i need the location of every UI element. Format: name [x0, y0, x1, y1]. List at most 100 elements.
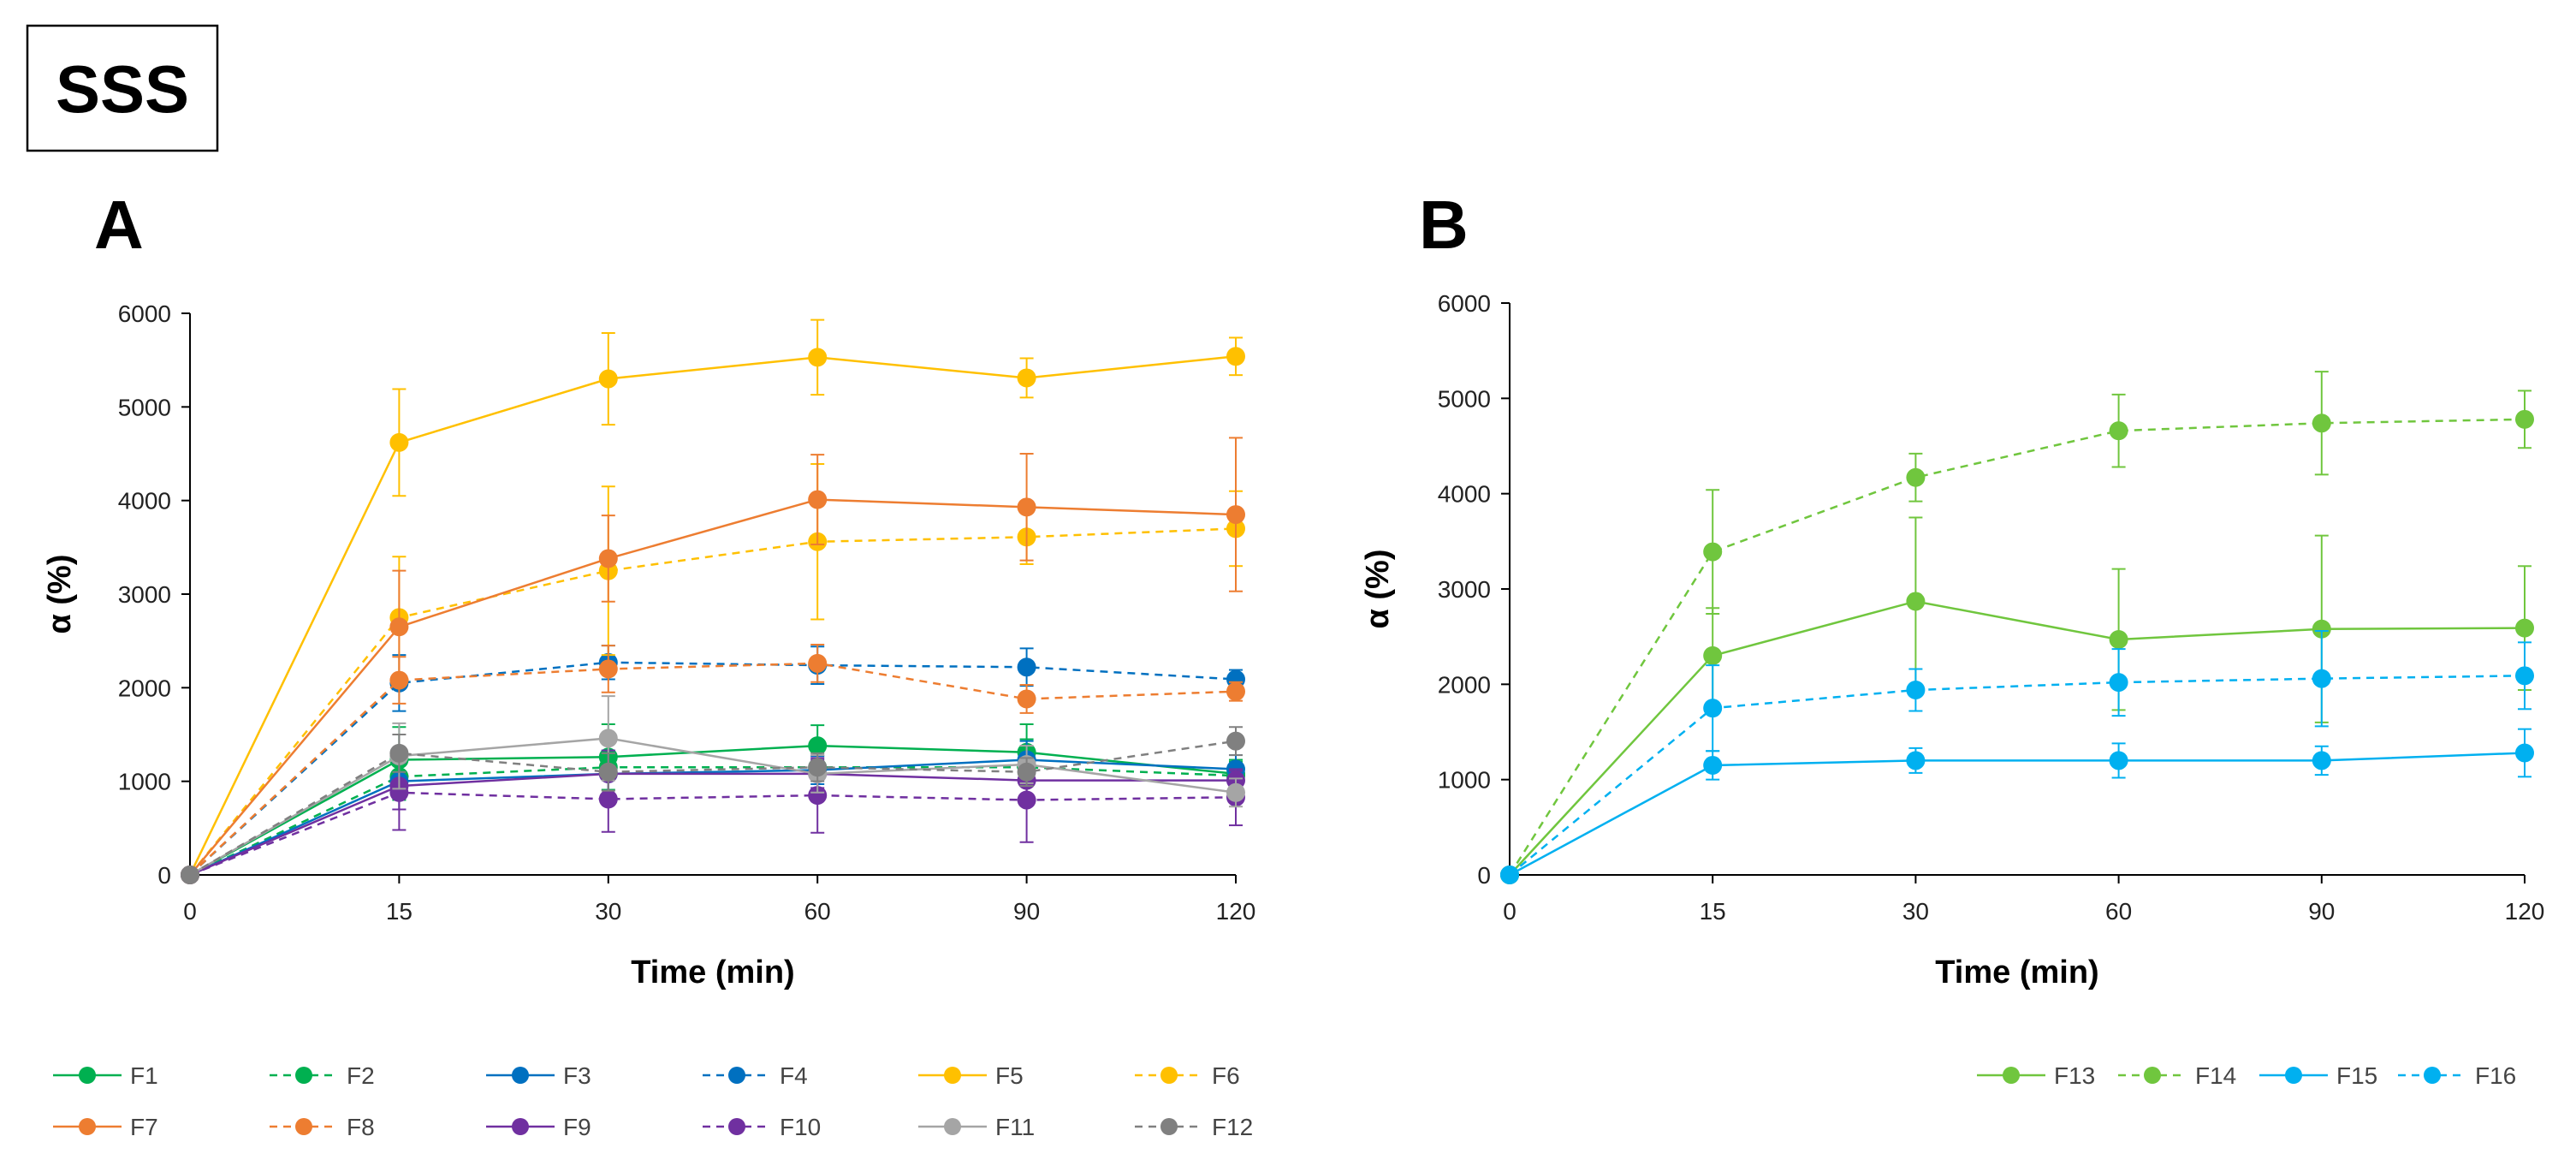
- series-f7-point: [1226, 505, 1245, 525]
- series-f8-point: [1017, 689, 1036, 709]
- series-f13: [1500, 516, 2534, 884]
- series-f12-line: [189, 740, 1237, 877]
- series-f10-point: [598, 789, 618, 809]
- legend-item-f9: F9: [486, 1114, 591, 1140]
- chart-b-x-axis-label: Time (min): [1935, 955, 2098, 990]
- series-f11-line: [189, 737, 1237, 877]
- legend-swatch-marker: [1160, 1067, 1178, 1084]
- legend-swatch-marker: [728, 1067, 745, 1084]
- chart-a-y-tick-label: 5000: [118, 394, 171, 420]
- legend-swatch-marker: [728, 1118, 745, 1135]
- series-f12-point: [181, 866, 199, 884]
- series-f13-point: [2109, 630, 2128, 650]
- legend-label: F6: [1212, 1062, 1240, 1089]
- legend-label: F2: [347, 1062, 375, 1089]
- series-f10-point: [1017, 790, 1036, 810]
- chart-b-y-tick-label: 6000: [1438, 290, 1491, 317]
- legend-swatch-marker: [2003, 1067, 2020, 1084]
- chart-a-x-tick-label: 90: [1013, 898, 1040, 925]
- series-f16-point: [2109, 673, 2128, 693]
- legend-item-f13: F13: [1977, 1062, 2095, 1089]
- series-f11-point: [598, 729, 618, 748]
- legend-swatch-marker: [1160, 1118, 1178, 1135]
- series-f13-point: [2515, 618, 2534, 638]
- chart-b-x-tick-label: 0: [1503, 898, 1517, 925]
- series-f13-line: [1509, 600, 2526, 876]
- series-f7-line: [189, 498, 1237, 876]
- panel-b-letter: B: [1419, 187, 1469, 263]
- series-f16-line: [1509, 675, 2526, 876]
- legend-label: F11: [995, 1114, 1035, 1140]
- chart-b-x-tick-label: 30: [1902, 898, 1929, 925]
- series-f16-point: [2515, 666, 2534, 686]
- legend-swatch-marker: [2144, 1067, 2161, 1084]
- series-f3: [181, 740, 1245, 884]
- legend-label: F4: [780, 1062, 808, 1089]
- series-f4-line: [189, 661, 1237, 876]
- series-f16-point: [1906, 681, 1926, 700]
- legend-item-f6: F6: [1135, 1062, 1240, 1089]
- series-f15-point: [1906, 751, 1926, 770]
- series-f12-point: [389, 743, 409, 763]
- series-f10-point: [389, 782, 409, 802]
- series-f4-point: [1017, 657, 1036, 677]
- chart-a-x-axis-label: Time (min): [631, 955, 794, 990]
- legend-panel-a: F1 F2 F3 F4 F5 F6 F7 F8 F9 F10 F11 F12: [53, 1062, 1253, 1140]
- series-f5-point: [598, 369, 618, 389]
- legend-item-f12: F12: [1135, 1114, 1253, 1140]
- series-f5-point: [1017, 368, 1036, 388]
- legend-label: F1: [130, 1062, 158, 1089]
- legend-item-f16: F16: [2398, 1062, 2516, 1089]
- series-f10-line: [189, 791, 1237, 877]
- series-f13-point: [1906, 592, 1926, 611]
- legend-label: F8: [347, 1114, 375, 1140]
- series-f16-point: [1500, 866, 1519, 884]
- series-f7-point: [808, 490, 828, 509]
- series-f14-point: [1703, 542, 1723, 562]
- legend-swatch-marker: [295, 1118, 312, 1135]
- chart-a-x-tick-label: 0: [183, 898, 197, 925]
- series-f13-point: [1703, 645, 1723, 665]
- series-f12-point: [598, 762, 618, 782]
- legend-panel-b: F13 F14 F15 F16: [1977, 1062, 2516, 1089]
- chart-b-x-tick-label: 60: [2105, 898, 2132, 925]
- legend-label: F14: [2195, 1062, 2236, 1089]
- series-f5: [181, 318, 1245, 884]
- series-f8-point: [598, 659, 618, 679]
- chart-a-y-tick-label: 3000: [118, 581, 171, 608]
- legend-swatch-marker: [944, 1118, 961, 1135]
- series-f5-line: [188, 355, 1237, 876]
- legend-label: F9: [563, 1114, 591, 1140]
- series-f15-line: [1509, 752, 2526, 877]
- series-f9-line: [189, 772, 1236, 877]
- series-f7-point: [598, 549, 618, 568]
- legend-swatch-marker: [295, 1067, 312, 1084]
- legend-swatch-marker: [2424, 1067, 2441, 1084]
- legend-label: F16: [2475, 1062, 2516, 1089]
- chart-a-y-tick-label: 1000: [118, 769, 171, 795]
- chart-a-x-tick-label: 120: [1216, 898, 1256, 925]
- legend-swatch-marker: [2285, 1067, 2302, 1084]
- series-f15-point: [2109, 751, 2128, 770]
- title-box-frame: [26, 24, 219, 152]
- series-f15-point: [2515, 743, 2534, 763]
- series-f16: [1500, 629, 2534, 884]
- series-f14-line: [1508, 418, 2526, 876]
- chart-b-y-tick-label: 5000: [1438, 385, 1491, 412]
- series-f15-point: [1703, 755, 1723, 775]
- chart-panel-a: 0 1000 2000 3000 4000 5000 6000 0 15 30 60 90 120 Tim…: [42, 300, 1255, 990]
- legend-item-f4: F4: [703, 1062, 808, 1089]
- series-f12-point: [1226, 731, 1245, 751]
- legend-swatch-marker: [79, 1118, 96, 1135]
- series-f8-point: [808, 653, 828, 673]
- series-f11: [181, 695, 1245, 884]
- chart-b-y-tick-label: 4000: [1438, 481, 1491, 508]
- series-f14-point: [2515, 409, 2534, 429]
- chart-b-y-tick-label: 2000: [1438, 671, 1491, 698]
- chart-a-y-tick-label: 2000: [118, 675, 171, 701]
- legend-label: F13: [2054, 1062, 2095, 1089]
- legend-swatch-marker: [512, 1067, 529, 1084]
- series-f6-line: [189, 527, 1237, 876]
- series-f6: [181, 463, 1245, 884]
